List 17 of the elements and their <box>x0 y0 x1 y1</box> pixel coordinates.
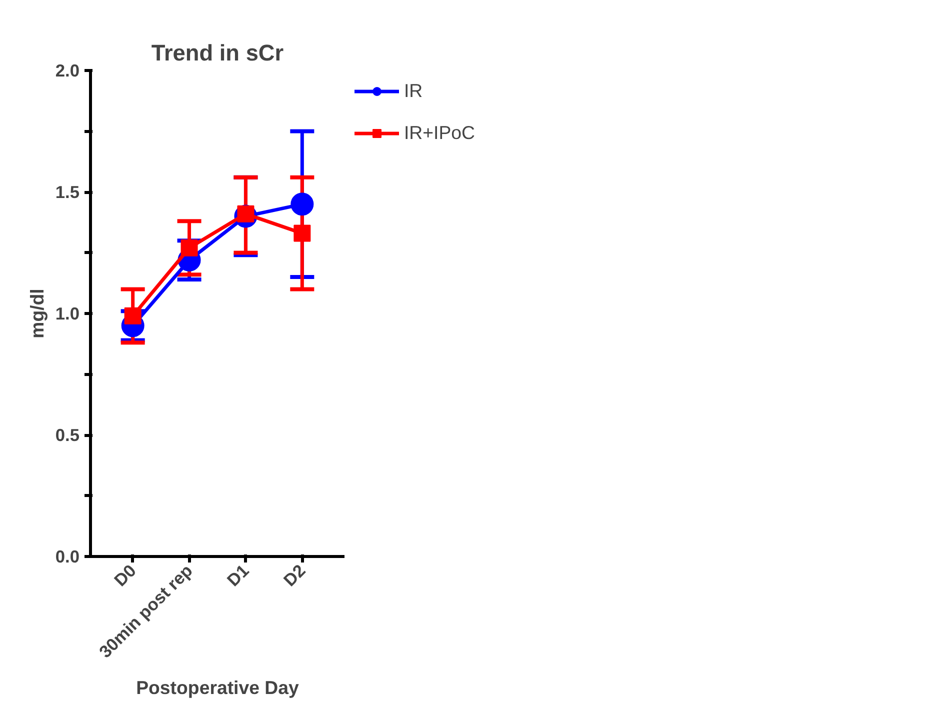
point <box>180 239 198 256</box>
x-tick-label: D0 <box>110 560 140 590</box>
legend-label: IR <box>404 80 424 102</box>
y-tick-label: 1.0 <box>55 304 80 324</box>
y-tick-label: 0.5 <box>55 425 80 445</box>
y-tick-label: 1.5 <box>55 182 80 202</box>
legend-label: IR+IPoC <box>404 122 476 144</box>
chart-title: Trend in sCr <box>151 40 284 66</box>
x-tick-label: D1 <box>222 560 254 590</box>
y-tick-label: 0.0 <box>55 546 80 566</box>
point <box>294 224 311 242</box>
x-tick-label: D2 <box>279 560 310 590</box>
y-axis-title: mg/dl <box>26 288 48 338</box>
point <box>290 192 314 216</box>
x-axis-title: Postoperative Day <box>136 676 300 698</box>
point <box>124 307 142 324</box>
y-tick-label: 2.0 <box>55 60 80 80</box>
